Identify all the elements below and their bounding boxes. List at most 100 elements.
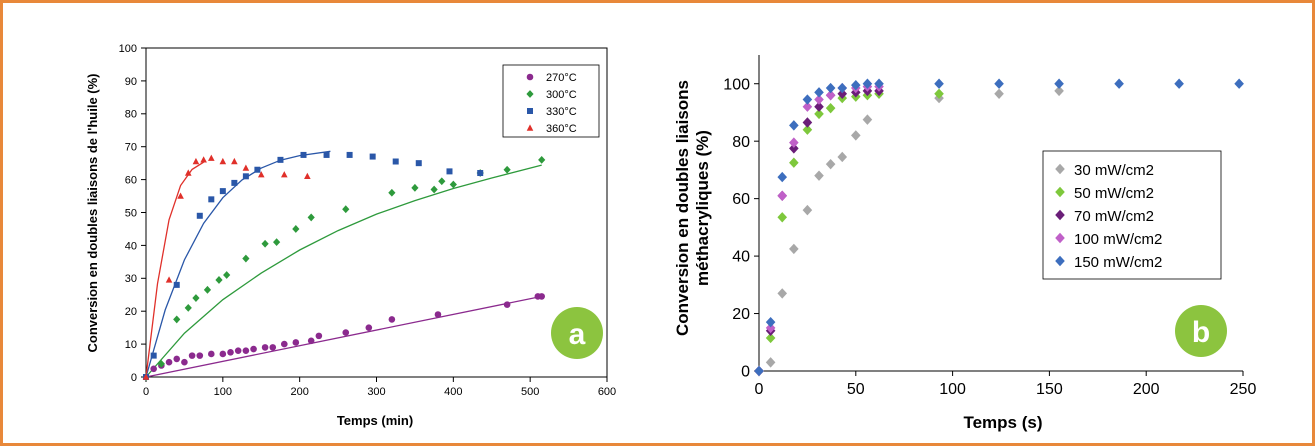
- panel-b-data-point: [1174, 78, 1184, 89]
- panel-a-data-point: [434, 311, 442, 318]
- panel-a-chart: Conversion en doubles liaisons de l'huil…: [85, 43, 616, 428]
- panel-a-data-point: [219, 157, 227, 165]
- panel-a-data-point: [254, 166, 261, 173]
- panel-a-data-point: [388, 316, 396, 323]
- panel-b-x-tick-label: 50: [847, 381, 865, 398]
- panel-a-data-point: [446, 168, 453, 175]
- panel-b-legend: 30 mW/cm2 50 mW/cm2 70 mW/cm2 100 mW/cm2 150…: [1042, 150, 1222, 280]
- panel-b-data-point: [1234, 78, 1244, 89]
- panel-a-data-point: [411, 183, 419, 192]
- panel-a-fit-line: [145, 164, 542, 378]
- panel-a-data-point: [181, 358, 188, 366]
- panel-b-y-tick-label: 80: [732, 134, 750, 151]
- panel-b-x-tick-label: 200: [1133, 381, 1160, 398]
- panel-a-y-axis-label: Conversion en doubles liaisons de l'huil…: [85, 73, 100, 352]
- panel-b-badge-letter: b: [1192, 316, 1210, 349]
- panel-a-data-point: [365, 324, 373, 331]
- panel-b-legend-label: 150 mW/cm2: [1074, 254, 1162, 271]
- panel-a-data-point: [392, 158, 399, 165]
- panel-b-data-point: [862, 78, 873, 89]
- panel-a-x-tick-label: 400: [444, 386, 462, 398]
- panel-b-legend-marker: [1055, 186, 1065, 198]
- panel-b-data-point: [814, 87, 824, 98]
- panel-b-data-point: [789, 137, 799, 148]
- panel-a-legend-marker: [526, 124, 534, 131]
- panel-b-data-point: [814, 108, 824, 120]
- panel-a-data-point: [477, 170, 484, 177]
- panel-b-data-point: [777, 171, 788, 183]
- panel-a-data-point: [165, 358, 173, 366]
- figure-canvas: Conversion en doubles liaisons de l'huil…: [85, 43, 1256, 432]
- panel-a-data-point: [188, 352, 196, 359]
- panel-b-y-tick-label: 20: [732, 306, 750, 323]
- panel-a-data-point: [192, 294, 200, 302]
- panel-b-legend-label: 70 mW/cm2: [1074, 208, 1154, 225]
- panel-b-data-point: [814, 94, 824, 105]
- panel-b-data-point: [934, 78, 944, 89]
- panel-a-x-tick-label: 200: [290, 386, 308, 398]
- panel-b-data-point: [802, 117, 813, 128]
- panel-b-data-point: [789, 120, 799, 131]
- panel-a-data-point: [369, 153, 376, 160]
- panel-a-data-point: [304, 172, 311, 180]
- panel-b-data-point: [825, 102, 836, 114]
- panel-a-x-tick-label: 300: [367, 386, 385, 398]
- panel-a-data-point: [157, 359, 165, 368]
- panel-a-data-point: [200, 156, 207, 163]
- panel-a-badge: a: [551, 307, 603, 359]
- panel-a-data-point: [273, 238, 281, 247]
- panel-a-data-point: [250, 345, 257, 353]
- panel-b-legend-label: 100 mW/cm2: [1074, 231, 1162, 248]
- panel-a-data-point: [449, 180, 457, 189]
- panel-a-data-point: [430, 185, 438, 194]
- panel-b-data-point: [837, 88, 848, 99]
- panel-a-data-point: [277, 156, 284, 163]
- panel-b-data-point: [994, 88, 1004, 99]
- panel-a-y-tick-label: 20: [125, 306, 137, 318]
- panel-a-data-point: [208, 154, 215, 161]
- panel-b-legend-marker: [1055, 209, 1065, 221]
- panel-b-y-tick-label: 0: [741, 364, 750, 381]
- panel-b-data-point: [802, 204, 813, 216]
- panel-a-badge-letter: a: [569, 318, 586, 351]
- panel-a-data-point: [184, 304, 192, 312]
- panel-a-data-point: [242, 254, 250, 263]
- panel-a-y-tick-label: 50: [125, 207, 137, 219]
- panel-a-data-point: [503, 165, 511, 174]
- panel-a-legend-label: 330°C: [546, 106, 577, 118]
- panel-b-legend-marker: [1055, 232, 1065, 244]
- panel-b-data-point: [802, 101, 813, 112]
- panel-a-data-point: [307, 337, 315, 345]
- panel-a-y-tick-label: 90: [125, 76, 137, 88]
- panel-a-y-tick-label: 10: [125, 339, 137, 351]
- panel-a-data-point: [173, 355, 181, 363]
- panel-a-data-point: [342, 205, 350, 214]
- panel-a-fit-line: [145, 295, 542, 378]
- panel-a-data-point: [242, 173, 249, 180]
- panel-a-data-point: [196, 212, 203, 219]
- panel-a-data-point: [281, 340, 288, 348]
- panel-a-y-tick-label: 0: [131, 372, 137, 384]
- panel-b-legend-marker: [1055, 163, 1065, 175]
- panel-a-data-point: [323, 151, 330, 158]
- panel-b-data-point: [765, 357, 776, 368]
- panel-b-data-point: [874, 78, 884, 89]
- panel-a-data-point: [196, 352, 204, 359]
- panel-a-data-point: [292, 225, 300, 233]
- panel-b-data-point: [789, 157, 799, 168]
- panel-a-data-point: [242, 164, 250, 171]
- panel-a-fit-line: [145, 150, 331, 378]
- panel-b-data-point: [789, 243, 799, 255]
- panel-a-y-tick-label: 70: [125, 142, 137, 154]
- panel-b-data-point: [851, 130, 861, 141]
- panel-a-data-point: [219, 188, 226, 195]
- panel-a-legend: 270°C 300°C 330°C 360°C: [502, 64, 600, 138]
- panel-a-data-point: [261, 344, 269, 351]
- panel-a-data-point: [242, 347, 250, 354]
- panel-b-data-point: [777, 212, 788, 223]
- panel-a-x-axis-label: Temps (min): [337, 413, 413, 428]
- panel-a-data-point: [215, 276, 223, 284]
- panel-a-x-tick-label: 0: [143, 386, 149, 398]
- panel-b-data-point: [814, 170, 824, 181]
- panel-a-x-tick-label: 100: [214, 386, 232, 398]
